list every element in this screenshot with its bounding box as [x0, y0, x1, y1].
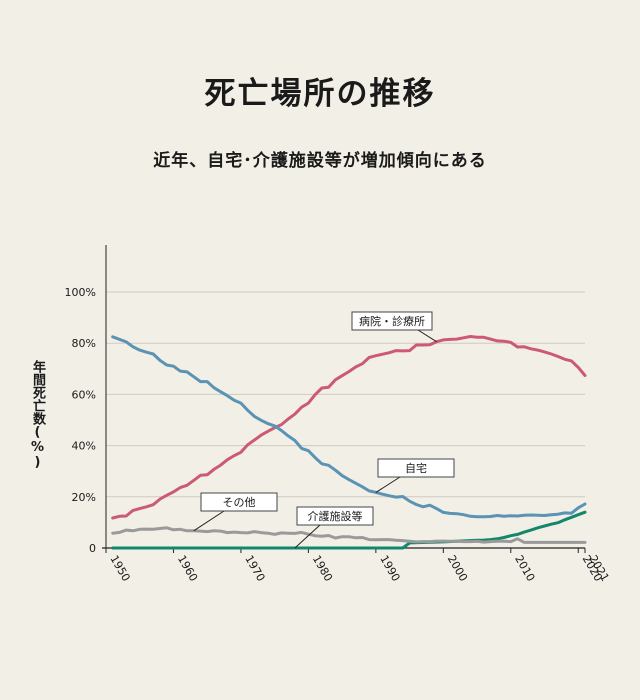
x-tick-label-1980: 1980: [310, 553, 335, 584]
y-tick-label-40: 40%: [72, 440, 96, 453]
callout-leader-3: [294, 524, 321, 549]
y-axis-label: 年間死亡数(%): [30, 360, 45, 470]
x-tick-label-2010: 2010: [512, 553, 537, 584]
gridlines: [106, 291, 585, 498]
series-line-1: [111, 335, 587, 519]
y-tick-labels: 0 20% 40% 60% 80% 100%: [65, 286, 96, 555]
page-title: 死亡場所の推移: [204, 76, 436, 112]
callout-box-2: [200, 492, 278, 512]
callout-label-1: 自宅: [405, 461, 427, 475]
page-subtitle: 近年、自宅･介護施設等が増加傾向にある: [153, 151, 487, 171]
callout-box-3: [296, 506, 374, 526]
x-tick-label-1970: 1970: [242, 553, 267, 584]
series-line-3: [111, 526, 587, 544]
x-tick-label-1950: 1950: [107, 553, 132, 584]
callout-leader-2: [193, 510, 225, 532]
y-tick-label-100: 100%: [65, 286, 96, 299]
x-tick-label-2000: 2000: [445, 553, 470, 584]
y-tick-label-80: 80%: [72, 337, 96, 350]
y-tick-label-0: 0: [89, 542, 96, 555]
x-tick-label-1960: 1960: [175, 553, 200, 584]
callout-label-0: 病院・診療所: [359, 314, 425, 328]
y-tick-label-60: 60%: [72, 388, 96, 401]
series-line-0: [111, 335, 587, 520]
callout-leader-1: [375, 476, 401, 493]
callout-box-1: [377, 458, 455, 478]
series-line-2: [111, 510, 587, 550]
callout-label-2: その他: [223, 496, 256, 509]
x-tick-label-1990: 1990: [377, 553, 402, 584]
callout-leader-0: [417, 329, 437, 343]
callout-box-0: [351, 311, 433, 331]
callout-label-3: 介護施設等: [308, 509, 363, 523]
y-tick-label-20: 20%: [72, 491, 96, 504]
series-lines: [111, 335, 587, 550]
